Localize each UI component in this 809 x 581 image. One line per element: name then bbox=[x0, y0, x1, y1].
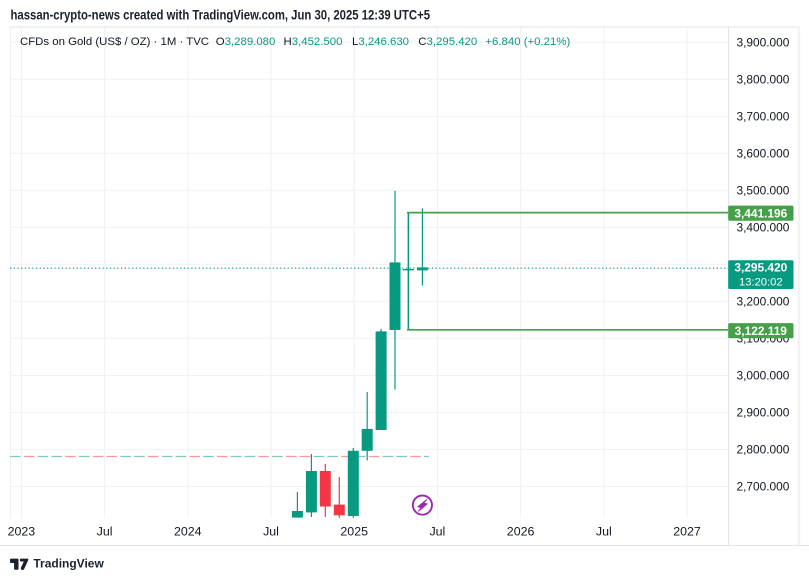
svg-text:2026: 2026 bbox=[507, 525, 535, 539]
svg-text:Jul: Jul bbox=[263, 525, 279, 539]
svg-text:Jul: Jul bbox=[429, 525, 445, 539]
svg-text:3,122.119: 3,122.119 bbox=[735, 324, 788, 338]
svg-text:3,600.000: 3,600.000 bbox=[737, 147, 790, 161]
svg-text:H3,452.500: H3,452.500 bbox=[284, 36, 343, 48]
svg-text:3,400.000: 3,400.000 bbox=[737, 221, 790, 235]
svg-text:13:20:02: 13:20:02 bbox=[739, 276, 783, 288]
svg-text:3,295.420: 3,295.420 bbox=[734, 261, 787, 275]
svg-text:3,900.000: 3,900.000 bbox=[737, 35, 790, 49]
svg-text:O3,289.080: O3,289.080 bbox=[216, 36, 276, 48]
svg-text:2023: 2023 bbox=[8, 525, 36, 539]
svg-text:2024: 2024 bbox=[174, 525, 202, 539]
svg-text:2,700.000: 2,700.000 bbox=[737, 480, 790, 494]
svg-text:2025: 2025 bbox=[340, 525, 368, 539]
svg-text:3,200.000: 3,200.000 bbox=[737, 295, 790, 309]
svg-text:3,000.000: 3,000.000 bbox=[737, 369, 790, 383]
svg-text:L3,246.630: L3,246.630 bbox=[352, 36, 409, 48]
svg-text:2027: 2027 bbox=[673, 525, 701, 539]
svg-text:+6.840 (+0.21%): +6.840 (+0.21%) bbox=[485, 36, 570, 48]
svg-text:2,800.000: 2,800.000 bbox=[737, 443, 790, 457]
svg-text:hassan-crypto-news created wit: hassan-crypto-news created with TradingV… bbox=[11, 8, 431, 23]
svg-text:C3,295.420: C3,295.420 bbox=[418, 36, 477, 48]
svg-text:Jul: Jul bbox=[596, 525, 612, 539]
svg-text:3,800.000: 3,800.000 bbox=[737, 72, 790, 86]
svg-text:TradingView: TradingView bbox=[33, 557, 104, 571]
svg-text:3,500.000: 3,500.000 bbox=[737, 184, 790, 198]
svg-text:3,441.196: 3,441.196 bbox=[734, 207, 787, 221]
svg-text:CFDs on Gold (US$ / OZ) · 1M ·: CFDs on Gold (US$ / OZ) · 1M · TVC bbox=[20, 36, 209, 48]
svg-text:3,700.000: 3,700.000 bbox=[737, 109, 790, 123]
svg-text:2,900.000: 2,900.000 bbox=[737, 406, 790, 420]
svg-text:Jul: Jul bbox=[97, 525, 113, 539]
